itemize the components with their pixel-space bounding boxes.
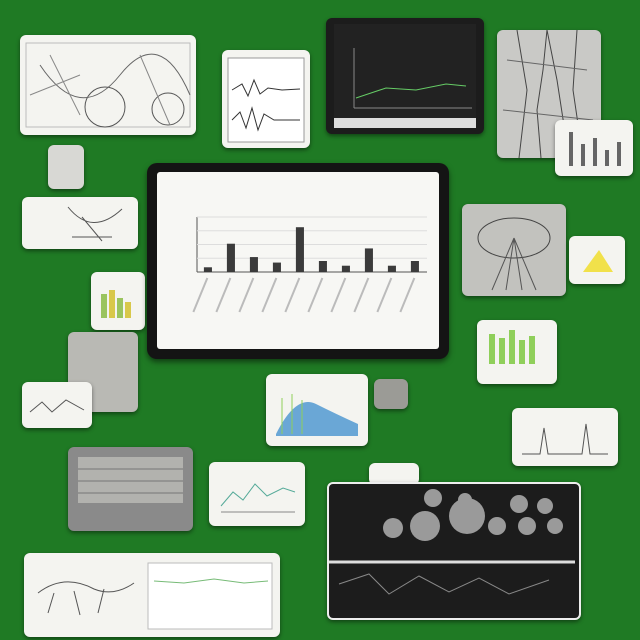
microscopy-image bbox=[329, 489, 575, 595]
label-tag bbox=[369, 463, 419, 485]
small-line-plot bbox=[220, 483, 296, 513]
bar bbox=[295, 227, 304, 272]
area-chart bbox=[276, 394, 358, 436]
area-chart-card bbox=[266, 374, 368, 446]
bar bbox=[410, 261, 419, 272]
bar bbox=[226, 243, 235, 272]
yellow-bar-card bbox=[569, 236, 625, 284]
histogram-card-left bbox=[91, 272, 145, 330]
radial-diagram bbox=[477, 217, 551, 291]
anatomical-sketch bbox=[25, 42, 191, 128]
bar bbox=[364, 248, 373, 272]
peak-plot-card bbox=[512, 408, 618, 466]
tick-label-mark bbox=[307, 277, 324, 313]
tick-label-mark bbox=[261, 277, 278, 313]
waveform-plot bbox=[227, 57, 305, 143]
tick-label-mark bbox=[238, 277, 255, 313]
histogram-plot bbox=[101, 290, 131, 318]
tick-label-mark bbox=[330, 277, 347, 313]
green-bar-card bbox=[477, 320, 557, 384]
device-vent bbox=[78, 457, 183, 503]
vessel-icon bbox=[48, 145, 84, 189]
bar bbox=[203, 267, 212, 272]
diagram-sketch bbox=[67, 206, 123, 242]
radial-diagram-card bbox=[462, 204, 566, 296]
bar bbox=[272, 262, 281, 272]
line-diagram bbox=[29, 399, 85, 413]
line-diagram-card-left bbox=[22, 382, 92, 428]
bar bbox=[318, 261, 327, 272]
tick-label-mark bbox=[399, 277, 416, 313]
skeleton-and-line-card bbox=[24, 553, 280, 637]
anatomical-sketch-card bbox=[20, 35, 196, 135]
tick-label-mark bbox=[284, 277, 301, 313]
skeleton-and-line-plot bbox=[37, 562, 273, 630]
bar-chart bbox=[192, 216, 427, 313]
monitor-card bbox=[326, 18, 484, 134]
bar bbox=[249, 257, 258, 272]
waveform-card bbox=[222, 50, 310, 148]
small-line-card-bottom bbox=[209, 462, 305, 526]
device-panel bbox=[68, 447, 193, 531]
root-network bbox=[502, 30, 594, 158]
peak-plot bbox=[522, 423, 608, 455]
tablet-device bbox=[147, 163, 449, 359]
circuit-card bbox=[374, 379, 408, 409]
tick-label-mark bbox=[215, 277, 232, 313]
tick-label-mark bbox=[192, 277, 209, 313]
monitor-screen bbox=[334, 24, 476, 128]
green-bar-plot bbox=[489, 330, 535, 364]
bar bbox=[341, 265, 350, 272]
tick-label-mark bbox=[376, 277, 393, 313]
yellow-bar-plot bbox=[583, 250, 613, 272]
small-bar-plot bbox=[569, 132, 621, 166]
diagram-card-left bbox=[22, 197, 138, 249]
small-bar-card-top-right bbox=[555, 120, 633, 176]
tablet-screen bbox=[157, 172, 439, 349]
microscopy-panel bbox=[327, 482, 581, 620]
tick-label-mark bbox=[353, 277, 370, 313]
bar bbox=[387, 265, 396, 272]
